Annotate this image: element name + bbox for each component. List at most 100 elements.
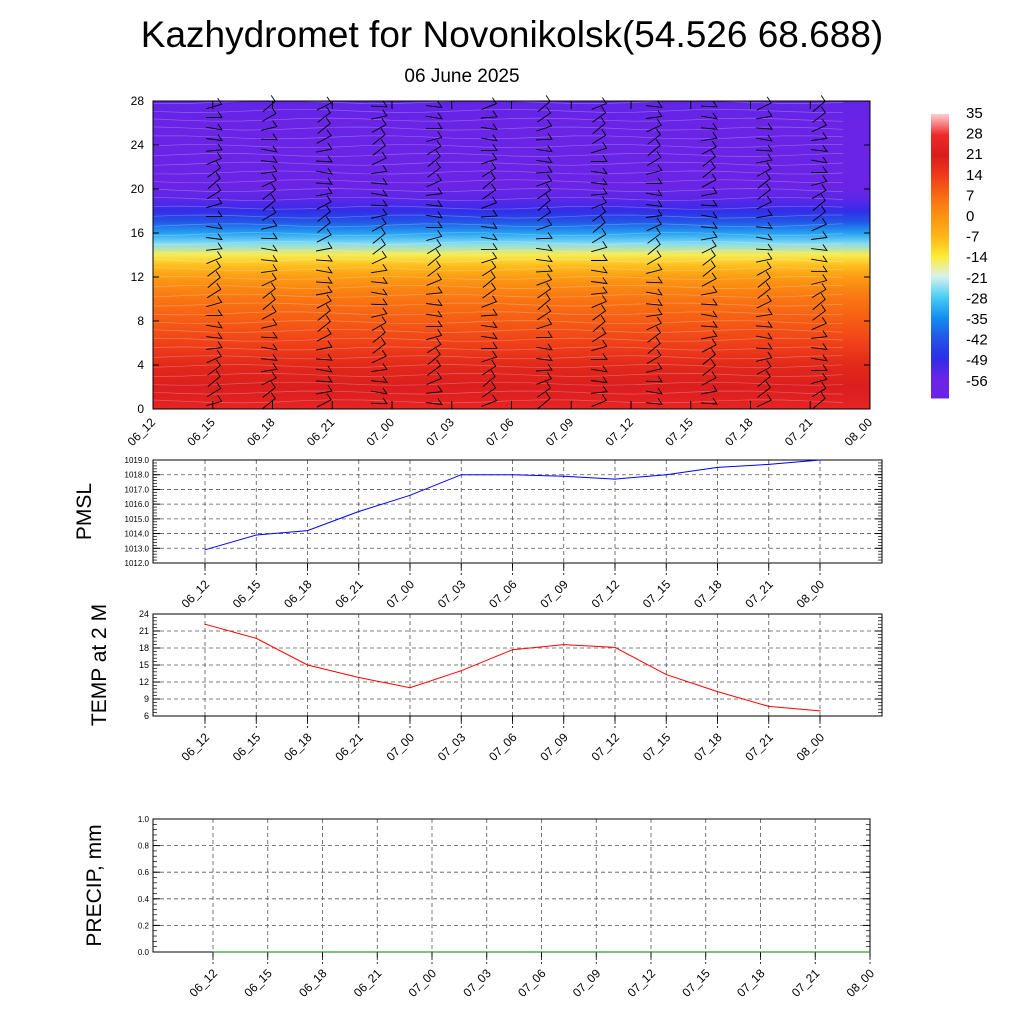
precip-data-point [869, 951, 871, 953]
wind-barb [536, 174, 553, 187]
pmsl-data-point [819, 459, 821, 461]
wind-barb [316, 228, 332, 243]
precip-data-point [705, 951, 707, 953]
wind-barb [315, 177, 333, 185]
wind-barb [591, 155, 608, 162]
precip-x-tick-label: 08_00 [844, 966, 878, 1000]
wind-barb [645, 276, 663, 284]
temp-y-tick-label: 18 [139, 643, 149, 653]
wind-barb [481, 222, 498, 230]
wind-barb [425, 286, 443, 295]
wind-barb [426, 338, 442, 354]
temp-y-tick-label: 21 [139, 626, 149, 636]
heatmap-y-tick-label: 24 [131, 138, 145, 152]
colorbar-segment [931, 134, 949, 156]
heatmap-x-tick-label: 07_12 [603, 415, 637, 449]
temp-data-point [409, 687, 411, 689]
wind-barb [261, 145, 278, 153]
wind-barb [646, 387, 663, 395]
temp-x-tick-label: 08_00 [794, 730, 828, 764]
wind-barb [811, 373, 828, 385]
temp-x-tick-label: 07_09 [537, 730, 571, 764]
colorbar-segment [931, 174, 949, 196]
wind-barb [646, 362, 663, 373]
wind-barb [316, 96, 332, 111]
wind-barb [590, 286, 608, 295]
wind-barb [702, 359, 716, 376]
pmsl-x-tick-label: 06_15 [230, 577, 264, 611]
isotherm-line [152, 267, 844, 272]
wind-barb [591, 327, 607, 343]
wind-barb [425, 122, 443, 130]
wind-barb [426, 187, 443, 196]
wind-barb [316, 294, 332, 309]
wind-barb [592, 315, 606, 332]
precip-y-tick-label: 0.6 [138, 868, 150, 877]
heatmap-y-tick-label: 16 [131, 226, 145, 240]
pmsl-y-tick-label: 1013.0 [125, 544, 150, 553]
wind-barb [426, 273, 443, 287]
wind-barb [591, 141, 608, 154]
wind-barb [811, 354, 828, 362]
wind-barb [371, 264, 388, 274]
colorbar-label: 21 [966, 146, 983, 163]
wind-barb [701, 131, 718, 142]
temp-x-tick-label: 07_06 [486, 730, 520, 764]
wind-barb [755, 221, 773, 229]
temp-axis-title: TEMP at 2 M [88, 604, 111, 726]
isotherm-line [152, 346, 844, 351]
wind-barb [701, 371, 717, 386]
wind-barb [591, 97, 608, 110]
colorbar-label: -21 [966, 270, 988, 287]
precip-y-tick-label: 0.2 [138, 921, 150, 930]
wind-barb [260, 255, 278, 262]
pmsl-x-tick-label: 06_12 [179, 577, 213, 611]
wind-barb [260, 354, 278, 361]
wind-barb [647, 238, 661, 255]
wind-barb [426, 174, 442, 188]
colorbar-label: -56 [966, 373, 988, 390]
wind-barb [700, 298, 718, 306]
precip-data-point [540, 951, 543, 953]
wind-barb [261, 173, 277, 188]
colorbar-label: 14 [966, 167, 983, 184]
wind-barb [646, 263, 663, 274]
wind-barb [811, 132, 828, 141]
wind-barb [537, 304, 552, 321]
wind-barb [757, 381, 771, 398]
wind-barb [756, 261, 772, 276]
temp-x-tick-label: 06_21 [332, 730, 366, 764]
precip-x-tick-label: 06_18 [296, 966, 330, 1000]
pmsl-data-point [614, 478, 616, 480]
wind-barb [535, 331, 553, 339]
wind-barb [812, 205, 827, 222]
wind-barb [261, 219, 278, 230]
wind-barb [537, 282, 552, 299]
wind-barb [591, 241, 608, 253]
wind-barb [646, 250, 662, 265]
wind-barb [756, 233, 773, 241]
wind-barb [262, 293, 276, 310]
wind-barb [261, 343, 278, 351]
wind-barb [426, 372, 443, 386]
isotherm-line [152, 249, 844, 254]
pmsl-data-point [409, 494, 411, 496]
colorbar-label: 35 [966, 105, 983, 122]
wind-barb [480, 342, 498, 350]
wind-barb [206, 233, 223, 241]
precip-y-tick-label: 1.0 [138, 815, 150, 824]
isotherm-line [152, 205, 844, 210]
temp-data-point [204, 623, 206, 625]
wind-barb [316, 241, 333, 252]
wind-barb [591, 266, 608, 274]
temp-data-point [255, 637, 257, 640]
precip-axis-title: PRECIP, mm [83, 824, 106, 946]
wind-barb [481, 152, 498, 165]
wind-barb [426, 230, 443, 242]
colorbar-label: -35 [966, 311, 988, 328]
wind-barb [206, 395, 223, 407]
wind-barb [316, 327, 332, 342]
isotherm-line [152, 364, 844, 369]
wind-barb [370, 100, 388, 108]
precip-x-tick-label: 07_03 [460, 966, 494, 1000]
